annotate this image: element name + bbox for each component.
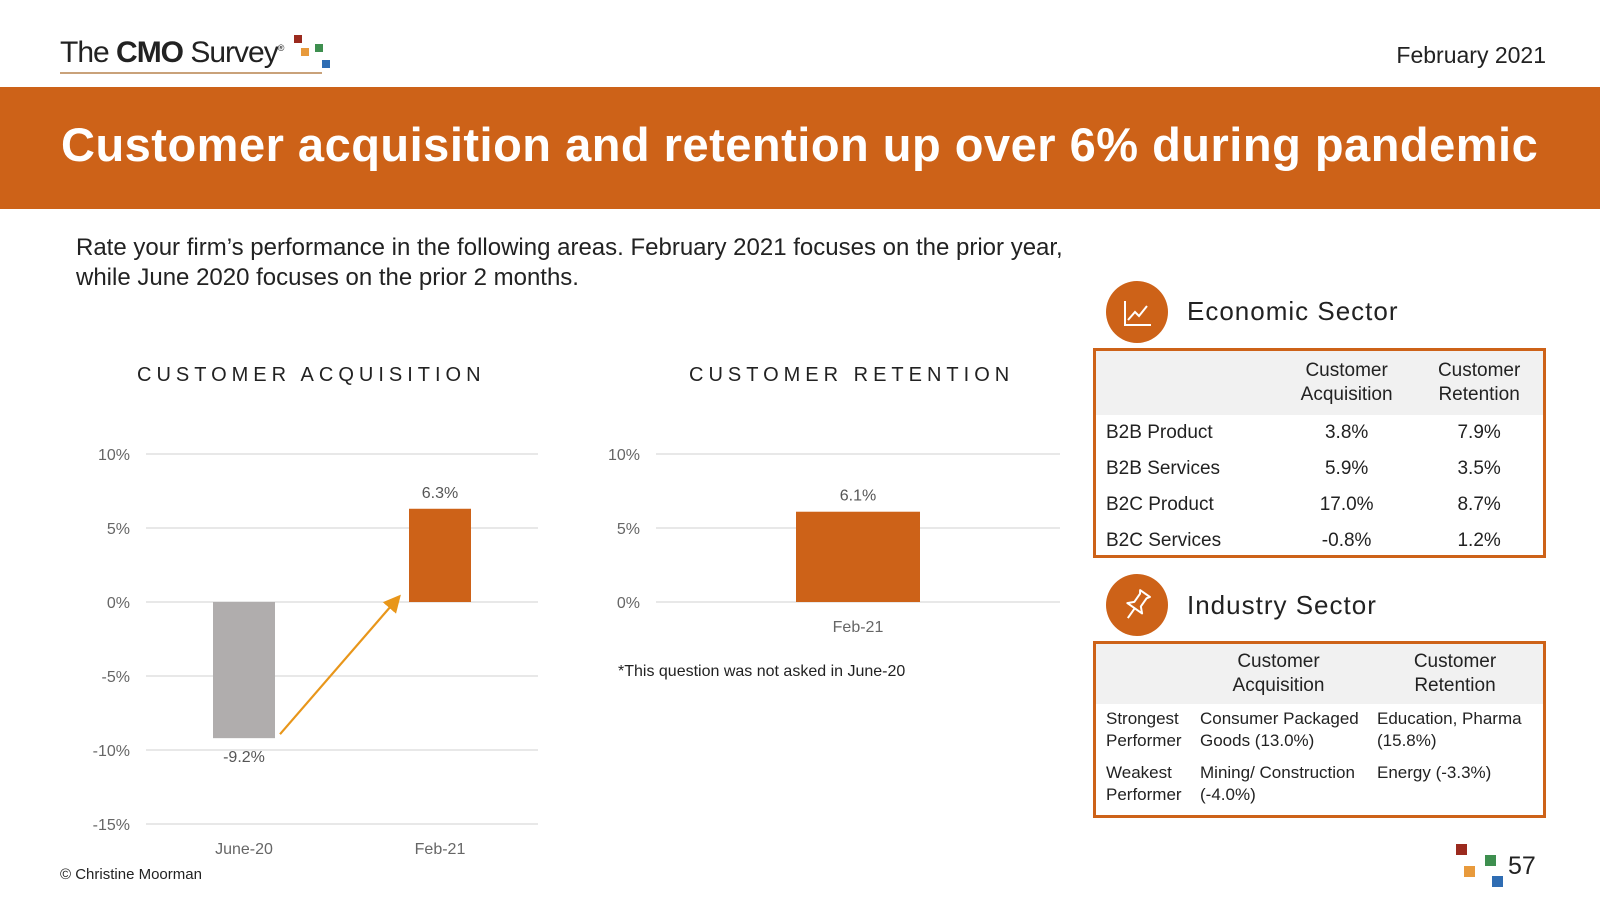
retention-chart: 10% 5% 0% 6.1% Feb-21 bbox=[608, 447, 1060, 636]
sector-label: B2B Product bbox=[1106, 422, 1213, 443]
x-tick-label: June-20 bbox=[215, 841, 273, 858]
economic-sector-table: Customer Acquisition Customer Retention … bbox=[1093, 348, 1546, 558]
data-label: -9.2% bbox=[223, 749, 265, 766]
economic-sector-badge bbox=[1106, 281, 1168, 343]
report-date: February 2021 bbox=[1396, 42, 1546, 68]
acquisition-chart-title: CUSTOMER ACQUISITION bbox=[137, 364, 486, 386]
y-tick-label: -15% bbox=[93, 817, 130, 834]
table-row: Weakest Performer Mining/ Construction (… bbox=[1096, 758, 1543, 812]
line-chart-icon bbox=[1124, 301, 1151, 326]
logo-square-green bbox=[315, 44, 323, 52]
acquisition-value: 3.8% bbox=[1324, 422, 1369, 443]
retention-value: 1.2% bbox=[1457, 530, 1501, 551]
sector-label: B2B Services bbox=[1106, 458, 1221, 479]
table-row: B2B Product 3.8% 7.9% bbox=[1096, 415, 1543, 451]
cmo-survey-logo: The CMO Survey® bbox=[60, 30, 360, 78]
header-cell: Customer Acquisition bbox=[1278, 351, 1416, 415]
data-label: 6.1% bbox=[840, 488, 876, 505]
trend-arrow bbox=[279, 594, 401, 735]
y-tick-label: 10% bbox=[608, 447, 640, 464]
acquisition-chart: 10% 5% 0% -5% -10% -15% -9.2% June-20 6.3% Feb-21 bbox=[93, 447, 538, 858]
table-row: Strongest Performer Consumer Packaged Go… bbox=[1096, 704, 1543, 758]
retention-value: 8.7% bbox=[1457, 494, 1501, 515]
bar-feb-21 bbox=[796, 511, 920, 602]
header-cell: Customer Retention bbox=[1415, 351, 1543, 415]
table-header-row: Customer Acquisition Customer Retention bbox=[1096, 351, 1543, 415]
logo-wordmark: The CMO Survey® bbox=[60, 36, 284, 69]
industry-sector-title: Industry Sector bbox=[1187, 590, 1377, 620]
footer-square-blue bbox=[1492, 876, 1503, 887]
header-cell bbox=[1096, 644, 1190, 704]
economic-sector-title: Economic Sector bbox=[1187, 296, 1399, 326]
logo-square-red bbox=[294, 35, 302, 43]
header-cell: Customer Retention bbox=[1367, 644, 1543, 704]
retention-footnote: *This question was not asked in June-20 bbox=[618, 663, 906, 680]
sector-label: B2C Product bbox=[1106, 494, 1214, 515]
y-tick-label: -5% bbox=[102, 669, 130, 686]
x-tick-label: Feb-21 bbox=[415, 841, 466, 858]
table-row: B2C Services -0.8% 1.2% bbox=[1096, 523, 1543, 559]
footer-square-green bbox=[1485, 855, 1496, 866]
retention-value: Education, Pharma (15.8%) bbox=[1377, 709, 1522, 750]
table-row: B2B Services 5.9% 3.5% bbox=[1096, 451, 1543, 487]
data-label: 6.3% bbox=[422, 485, 458, 502]
logo-underline bbox=[60, 72, 322, 74]
sector-label: B2C Services bbox=[1106, 530, 1222, 551]
bar-june-20 bbox=[213, 602, 275, 739]
logo-square-orange bbox=[301, 48, 309, 56]
y-tick-label: 0% bbox=[107, 595, 130, 612]
acquisition-value: -0.8% bbox=[1321, 530, 1372, 551]
performer-label: Strongest Performer bbox=[1106, 709, 1182, 750]
y-tick-label: -10% bbox=[93, 743, 130, 760]
page-number: 57 bbox=[1508, 852, 1536, 880]
table-row: B2C Product 17.0% 8.7% bbox=[1096, 487, 1543, 523]
retention-value: 3.5% bbox=[1457, 458, 1501, 479]
retention-value: 7.9% bbox=[1457, 422, 1501, 443]
industry-sector-table: Customer Acquisition Customer Retention … bbox=[1093, 641, 1546, 818]
acquisition-value: 5.9% bbox=[1324, 458, 1369, 479]
logo-square-blue bbox=[322, 60, 330, 68]
survey-question: Rate your firm’s performance in the foll… bbox=[76, 234, 1063, 291]
table-header-row: Customer Acquisition Customer Retention bbox=[1096, 644, 1543, 704]
header-cell: Customer Acquisition bbox=[1190, 644, 1367, 704]
copyright: © Christine Moorman bbox=[60, 866, 202, 883]
x-tick-label: Feb-21 bbox=[833, 619, 884, 636]
pushpin-icon bbox=[1126, 589, 1151, 619]
retention-value: Energy (-3.3%) bbox=[1377, 763, 1492, 782]
y-tick-label: 5% bbox=[617, 521, 640, 538]
page-title: Customer acquisition and retention up ov… bbox=[61, 118, 1539, 171]
performer-label: Weakest Performer bbox=[1106, 763, 1182, 804]
retention-chart-title: CUSTOMER RETENTION bbox=[689, 364, 1015, 386]
header-cell bbox=[1096, 351, 1278, 415]
acquisition-value: Consumer Packaged Goods (13.0%) bbox=[1200, 709, 1359, 750]
footer-square-red bbox=[1456, 844, 1467, 855]
title-banner: Customer acquisition and retention up ov… bbox=[0, 87, 1600, 209]
y-tick-label: 5% bbox=[107, 521, 130, 538]
y-tick-label: 0% bbox=[617, 595, 640, 612]
bar-feb-21 bbox=[409, 508, 471, 602]
footer-square-orange bbox=[1464, 866, 1475, 877]
y-tick-label: 10% bbox=[98, 447, 130, 464]
acquisition-value: 17.0% bbox=[1319, 494, 1374, 515]
industry-sector-badge bbox=[1106, 574, 1168, 636]
acquisition-value: Mining/ Construction (-4.0%) bbox=[1200, 763, 1355, 804]
